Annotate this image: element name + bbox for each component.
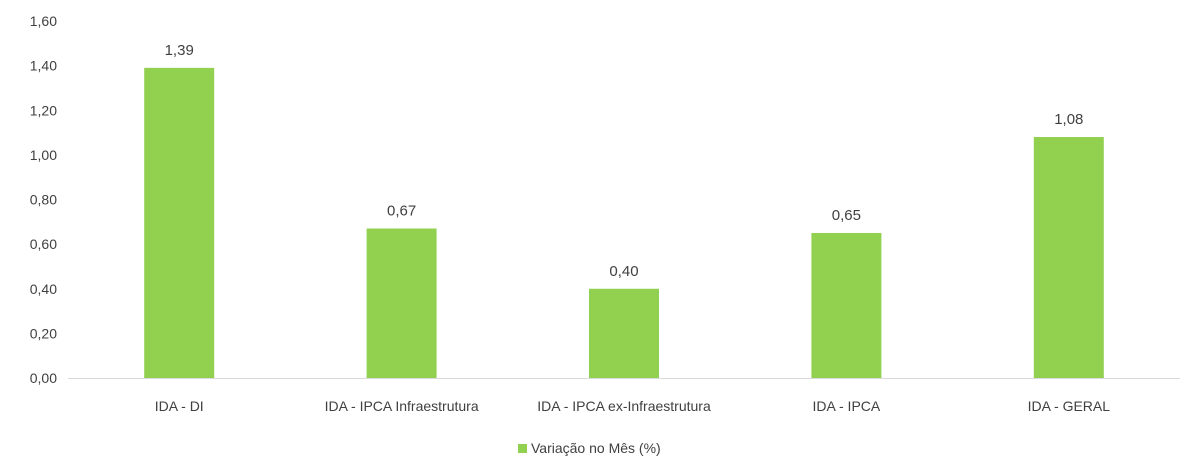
data-labels: 1,39 0,67 0,40 0,65 1,08 [165,42,1084,280]
y-axis: 0,00 0,20 0,40 0,60 0,80 1,00 1,20 1,40 1,60 [30,13,57,386]
y-tick-label: 0,80 [30,192,57,208]
y-tick-label: 1,60 [30,13,57,29]
x-category-label: IDA - IPCA [813,398,881,414]
y-tick-label: 0,60 [30,236,57,252]
legend-swatch [518,444,527,453]
y-tick-label: 1,20 [30,102,57,118]
bar [589,288,659,378]
bars [144,67,1104,378]
bar-value-label: 1,39 [165,42,194,59]
y-tick-label: 0,20 [30,325,57,341]
legend: Variação no Mês (%) [518,440,661,456]
y-tick-label: 1,40 [30,58,57,74]
legend-label: Variação no Mês (%) [531,440,661,456]
bar-value-label: 0,40 [609,263,638,280]
x-category-label: IDA - IPCA ex-Infraestrutura [537,398,711,414]
x-category-label: IDA - IPCA Infraestrutura [325,398,479,414]
y-tick-label: 0,40 [30,281,57,297]
bar-value-label: 0,67 [387,203,416,220]
bar [811,232,882,378]
x-category-label: IDA - GERAL [1028,398,1111,414]
bar-value-label: 0,65 [832,207,861,224]
x-axis: IDA - DI IDA - IPCA Infraestrutura IDA - I… [68,378,1180,414]
bar [366,228,437,378]
y-tick-label: 0,00 [30,370,57,386]
bar [144,67,215,378]
y-tick-label: 1,00 [30,147,57,163]
x-category-label: IDA - DI [155,398,204,414]
bar-value-label: 1,08 [1054,111,1083,128]
bar [1033,137,1104,378]
